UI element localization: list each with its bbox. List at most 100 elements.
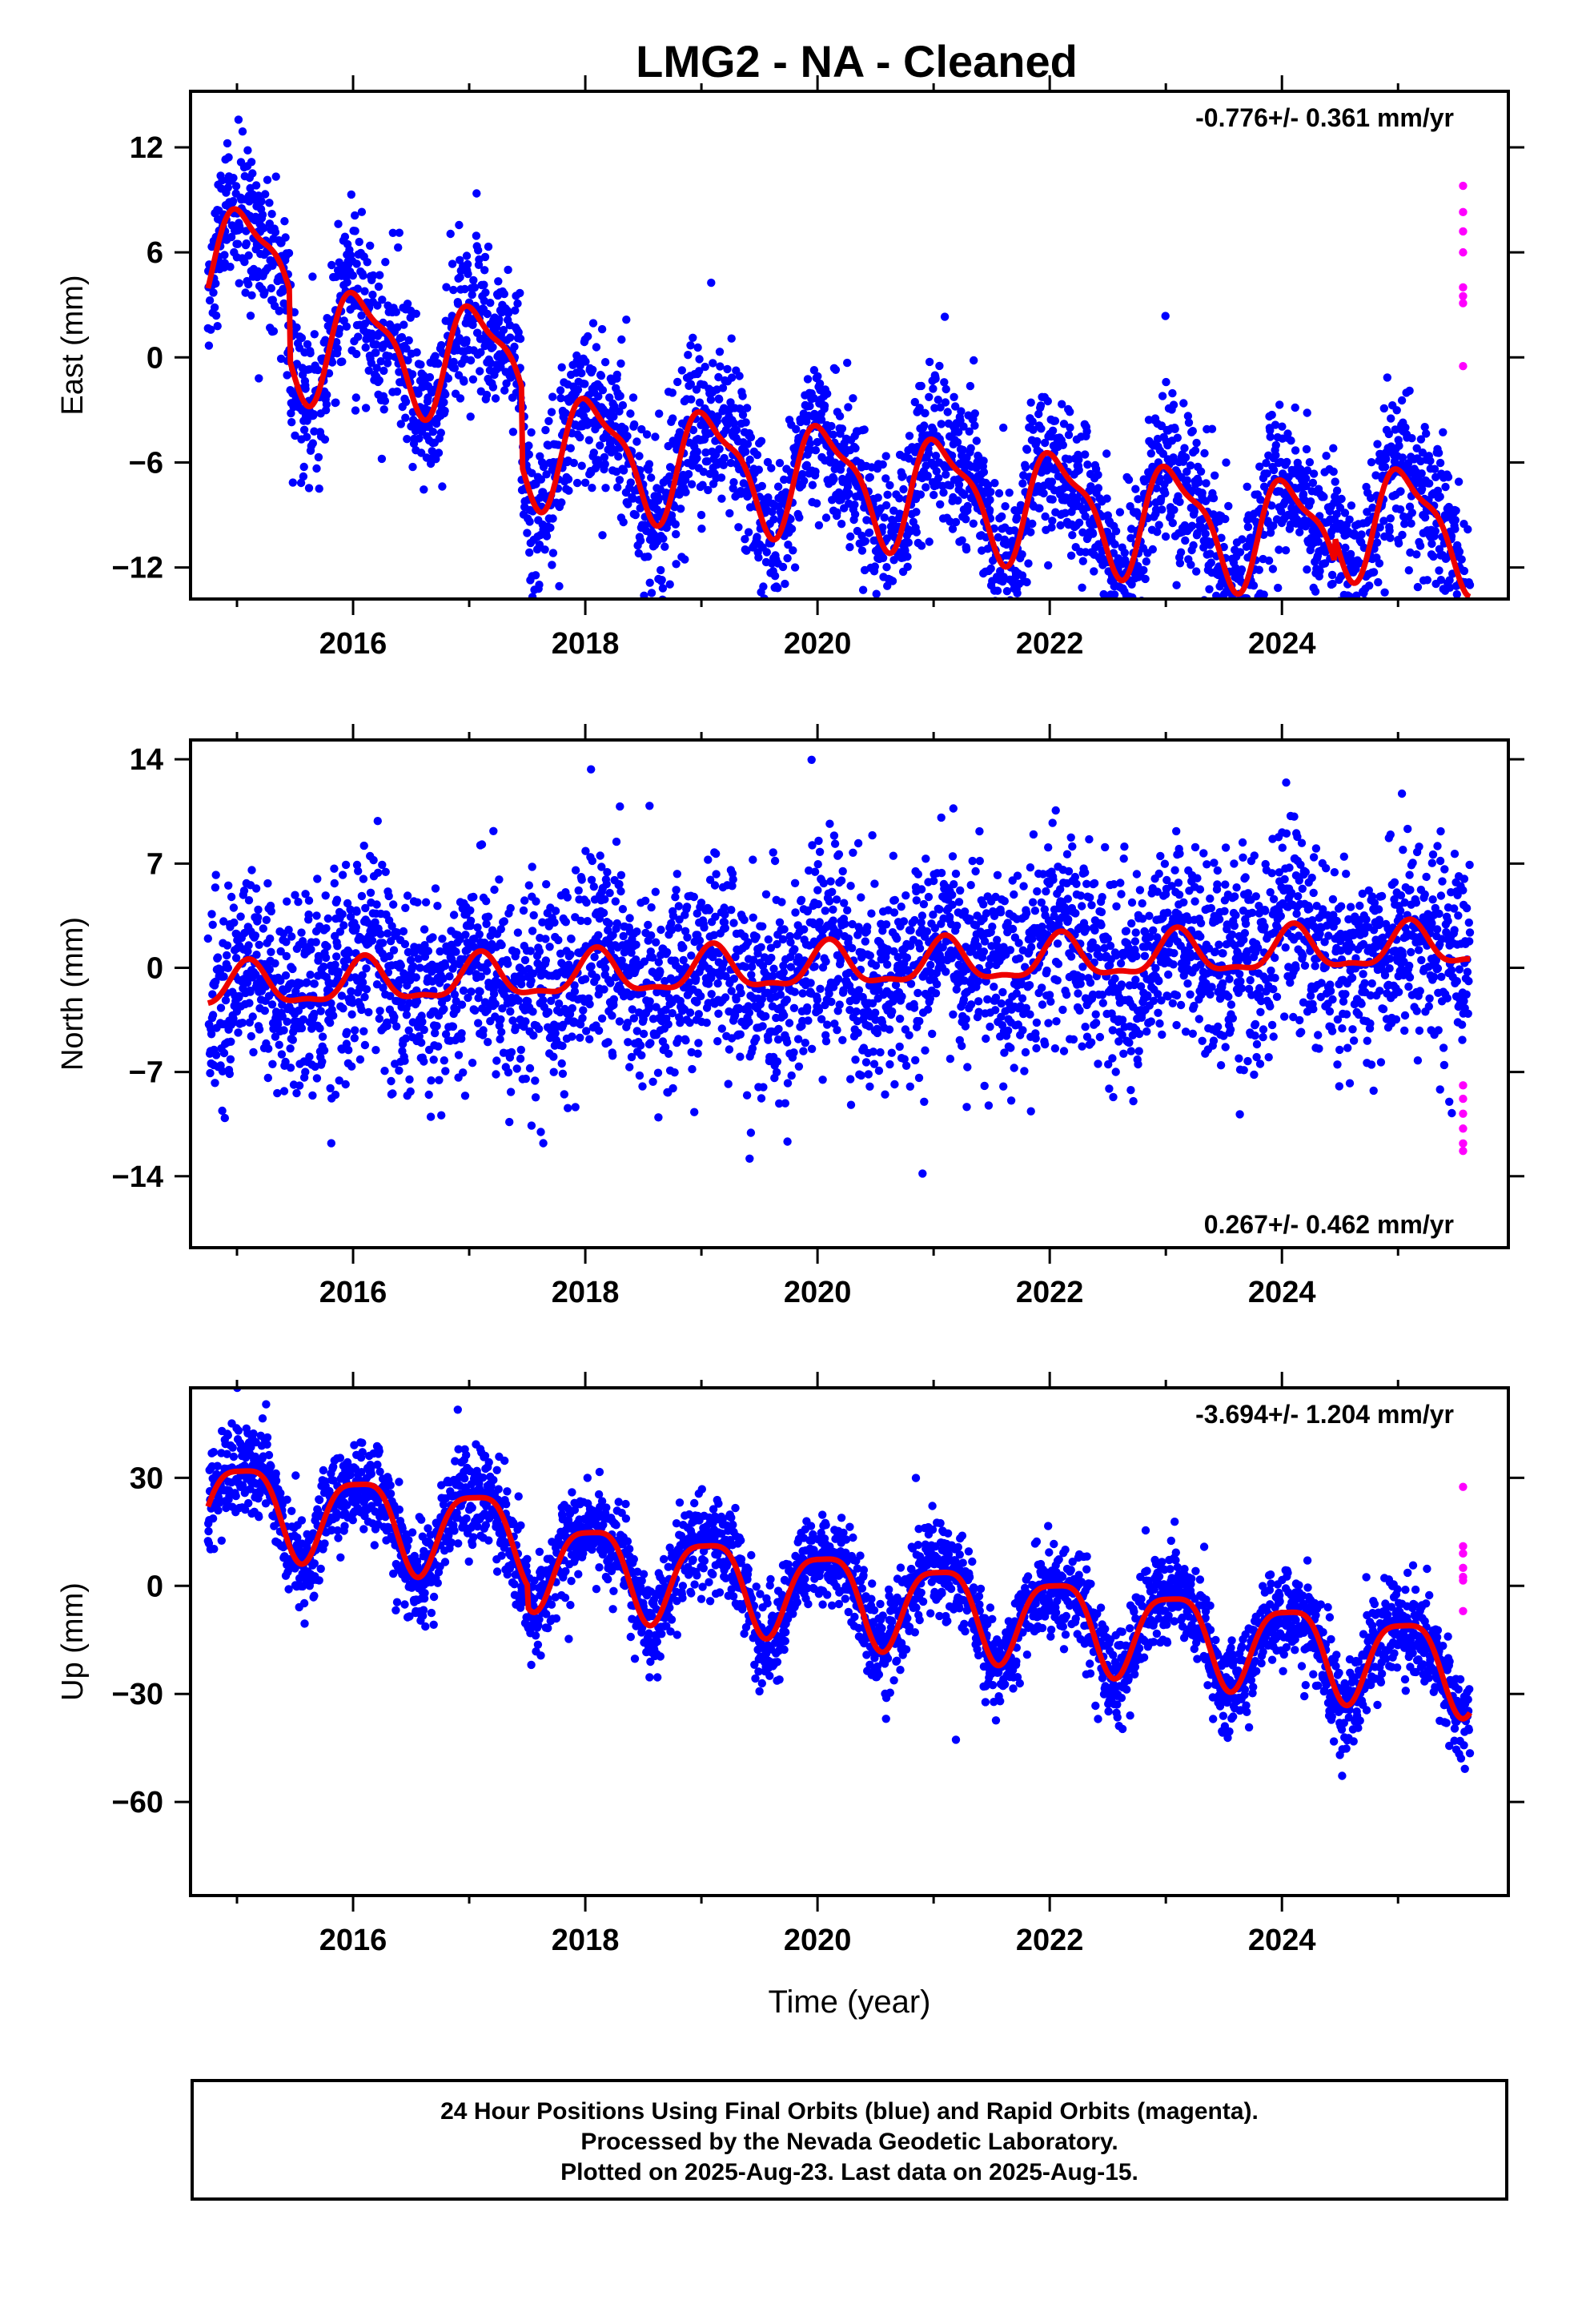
final-orbit-point xyxy=(263,879,272,888)
final-orbit-point xyxy=(1190,507,1199,517)
final-orbit-point xyxy=(1234,627,1242,635)
final-orbit-point xyxy=(673,377,682,387)
final-orbit-point xyxy=(805,439,814,448)
final-orbit-point xyxy=(576,432,584,442)
final-orbit-point xyxy=(1188,427,1198,436)
final-orbit-point xyxy=(1230,643,1238,651)
final-orbit-point xyxy=(378,939,387,947)
final-orbit-point xyxy=(348,999,357,1007)
final-orbit-point xyxy=(632,940,640,949)
final-orbit-point xyxy=(1198,489,1207,497)
final-orbit-point xyxy=(727,906,736,915)
final-orbit-point xyxy=(431,352,440,360)
final-orbit-point xyxy=(267,1000,277,1009)
final-orbit-point xyxy=(234,115,243,124)
final-orbit-point xyxy=(436,428,445,437)
final-orbit-point xyxy=(1173,433,1182,442)
final-orbit-point xyxy=(1462,656,1470,664)
final-orbit-point xyxy=(850,510,860,519)
final-orbit-point xyxy=(878,553,888,562)
final-orbit-point xyxy=(527,428,536,437)
final-orbit-point xyxy=(588,856,596,866)
final-orbit-point xyxy=(292,1088,301,1098)
final-orbit-point xyxy=(1202,479,1211,488)
final-orbit-point xyxy=(1241,609,1249,617)
final-orbit-point xyxy=(635,1071,644,1080)
final-orbit-point xyxy=(420,1057,428,1066)
final-orbit-point xyxy=(594,931,603,940)
final-orbit-point xyxy=(600,460,609,468)
final-orbit-point xyxy=(444,374,453,383)
final-orbit-point xyxy=(613,483,622,492)
final-orbit-point xyxy=(514,328,523,337)
final-orbit-point xyxy=(1126,533,1135,543)
final-orbit-point xyxy=(327,260,336,270)
final-orbit-point xyxy=(203,934,212,943)
final-orbit-point xyxy=(775,459,785,468)
final-orbit-point xyxy=(957,407,966,416)
plot-frame xyxy=(189,90,1510,601)
final-orbit-point xyxy=(754,553,763,562)
final-orbit-point xyxy=(440,398,448,407)
final-orbit-point xyxy=(1412,550,1421,559)
final-orbit-point xyxy=(456,394,465,403)
final-orbit-point xyxy=(673,870,681,879)
final-orbit-point xyxy=(568,1003,576,1013)
final-orbit-point xyxy=(1464,525,1472,534)
final-orbit-point xyxy=(247,1031,255,1041)
final-orbit-point xyxy=(1050,416,1060,425)
final-orbit-point xyxy=(588,319,598,328)
final-orbit-point xyxy=(335,324,344,334)
final-orbit-point xyxy=(512,1064,521,1073)
final-orbit-point xyxy=(434,1042,443,1051)
final-orbit-point xyxy=(654,1113,663,1122)
final-orbit-point xyxy=(357,1005,366,1015)
final-orbit-point xyxy=(499,325,508,335)
y-tick-label: −6 xyxy=(129,446,163,480)
final-orbit-point xyxy=(1022,577,1031,587)
final-orbit-point xyxy=(338,1045,347,1054)
final-orbit-point xyxy=(480,266,489,275)
final-orbit-point xyxy=(986,488,995,497)
final-orbit-point xyxy=(207,325,215,334)
final-orbit-point xyxy=(319,962,328,971)
final-orbit-point xyxy=(1407,509,1417,517)
final-orbit-point xyxy=(1430,464,1439,473)
final-orbit-point xyxy=(1436,576,1446,585)
final-orbit-point xyxy=(726,398,735,407)
final-orbit-point xyxy=(812,499,821,508)
final-orbit-point xyxy=(1287,436,1295,445)
final-orbit-point xyxy=(1309,469,1319,478)
final-orbit-point xyxy=(500,386,509,395)
final-orbit-point xyxy=(800,476,809,485)
final-orbit-point xyxy=(1235,611,1243,619)
final-orbit-point xyxy=(1017,606,1025,614)
final-orbit-point xyxy=(597,862,606,871)
final-orbit-point xyxy=(1118,620,1126,628)
final-orbit-point xyxy=(784,541,793,549)
final-orbit-point xyxy=(647,931,656,940)
final-orbit-point xyxy=(340,232,350,241)
final-orbit-point xyxy=(308,1091,317,1100)
final-orbit-point xyxy=(525,548,534,557)
final-orbit-point xyxy=(1207,424,1217,433)
final-orbit-point xyxy=(860,425,869,434)
rapid-orbit-point xyxy=(1459,299,1468,308)
final-orbit-point xyxy=(1124,475,1134,485)
final-orbit-point xyxy=(1088,529,1098,538)
final-orbit-point xyxy=(664,1049,673,1059)
final-orbit-point xyxy=(1425,479,1434,488)
final-orbit-point xyxy=(1083,460,1092,469)
final-orbit-point xyxy=(316,1007,325,1015)
final-orbit-point xyxy=(529,1031,538,1040)
final-orbit-point xyxy=(371,340,380,349)
final-orbit-point xyxy=(366,241,375,250)
final-orbit-point xyxy=(885,480,894,490)
final-orbit-point xyxy=(371,348,380,357)
final-orbit-point xyxy=(564,475,573,484)
final-orbit-point xyxy=(539,995,548,1005)
final-orbit-point xyxy=(1078,557,1088,565)
final-orbit-point xyxy=(631,510,640,520)
final-orbit-point xyxy=(561,408,570,418)
final-orbit-point xyxy=(577,461,586,470)
